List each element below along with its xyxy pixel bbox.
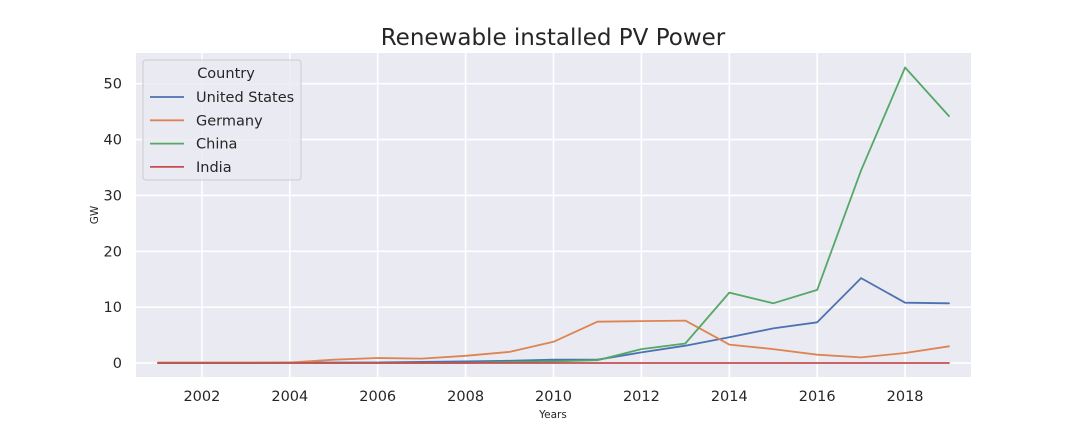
legend-title: Country xyxy=(197,66,255,82)
legend-item-united-states: United States xyxy=(150,90,294,106)
x-tick-label: 2006 xyxy=(359,389,396,405)
x-tick-label: 2002 xyxy=(183,389,220,405)
x-axis-ticks: 2002 2004 2006 2008 2010 2012 2014 2016 2018 xyxy=(183,389,923,405)
legend-box xyxy=(142,59,302,181)
legend-items: United States Germany China India xyxy=(150,90,294,176)
legend-label: China xyxy=(196,137,237,153)
x-tick-label: 2016 xyxy=(799,389,836,405)
y-tick-label: 50 xyxy=(104,77,122,93)
x-tick-label: 2012 xyxy=(623,389,660,405)
legend-item-germany: Germany xyxy=(150,113,263,129)
chart-title: Renewable installed PV Power xyxy=(381,25,726,51)
x-tick-label: 2008 xyxy=(447,389,484,405)
legend-item-india: India xyxy=(150,160,232,176)
x-tick-label: 2004 xyxy=(271,389,308,405)
x-tick-label: 2018 xyxy=(887,389,924,405)
x-tick-label: 2010 xyxy=(535,389,572,405)
legend-label: Germany xyxy=(196,113,263,129)
series-lines xyxy=(157,66,950,364)
legend: Country United States Germany China India xyxy=(142,59,302,181)
y-axis-ticks: 0 10 20 30 40 50 xyxy=(104,77,122,372)
x-tick-label: 2014 xyxy=(711,389,748,405)
y-tick-label: 30 xyxy=(104,188,122,204)
legend-label: United States xyxy=(196,90,294,106)
legend-item-china: China xyxy=(150,137,237,153)
y-tick-label: 10 xyxy=(104,300,122,316)
x-axis-label: Years xyxy=(538,409,567,421)
y-tick-label: 40 xyxy=(104,133,122,149)
y-tick-label: 20 xyxy=(104,244,122,260)
y-tick-label: 0 xyxy=(113,356,122,372)
y-axis-label: GW xyxy=(89,205,101,224)
legend-label: India xyxy=(196,160,232,176)
